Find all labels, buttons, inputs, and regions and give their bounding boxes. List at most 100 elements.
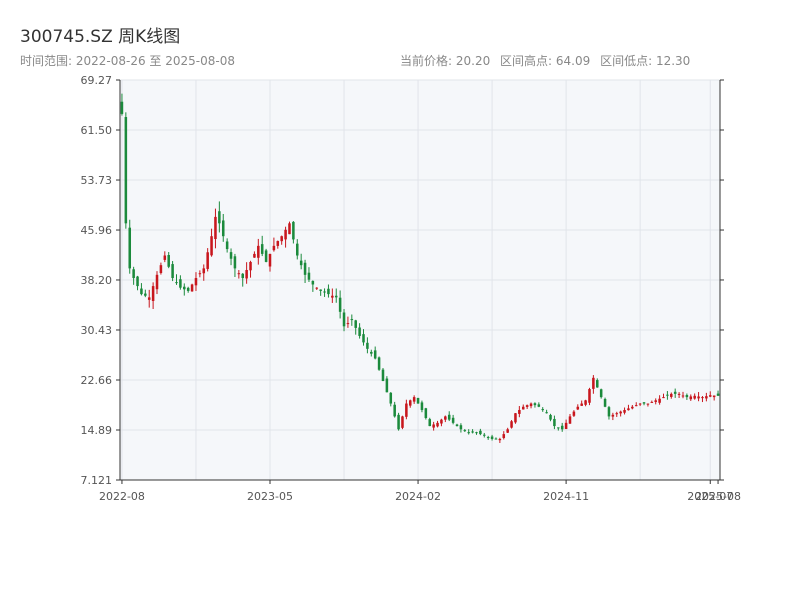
- candle-body: [385, 378, 389, 393]
- candle: [708, 391, 712, 398]
- candle-body: [159, 265, 163, 274]
- candle-body: [323, 291, 326, 293]
- candle-body: [576, 406, 580, 410]
- candle: [596, 378, 599, 388]
- candle: [638, 403, 642, 406]
- candle-body: [366, 342, 369, 349]
- candle-body: [424, 408, 428, 419]
- candle: [214, 208, 217, 249]
- candle: [315, 287, 319, 291]
- range-high: 区间高点: 64.09: [500, 54, 591, 68]
- stats-bar: 当前价格: 20.20 区间高点: 64.09 区间低点: 12.30: [400, 52, 696, 69]
- candle-body: [249, 261, 252, 271]
- x-tick-label: 2024-02: [395, 490, 441, 503]
- candle-body: [183, 286, 186, 290]
- candle: [475, 431, 478, 435]
- candle-body: [451, 417, 455, 423]
- candle-body: [615, 413, 619, 415]
- candle-body: [662, 397, 665, 399]
- candle-body: [358, 327, 361, 336]
- candle: [467, 429, 470, 435]
- y-tick-label: 38.20: [81, 274, 113, 287]
- candle-body: [288, 223, 291, 235]
- candle: [303, 259, 307, 283]
- candle: [646, 403, 650, 407]
- candle: [350, 314, 354, 326]
- candle-body: [475, 432, 478, 434]
- candle-body: [650, 401, 654, 403]
- candle: [677, 392, 681, 398]
- candle: [147, 289, 151, 308]
- candle-body: [397, 414, 400, 430]
- candle-body: [221, 220, 225, 237]
- candle-body: [292, 221, 295, 240]
- candle: [650, 400, 654, 403]
- candle: [463, 428, 467, 432]
- candle: [486, 435, 490, 440]
- candle-body: [545, 412, 548, 414]
- y-tick-label: 22.66: [81, 374, 113, 387]
- candle: [424, 407, 428, 420]
- candle: [557, 427, 560, 431]
- candle-body: [697, 396, 700, 399]
- candle: [545, 409, 548, 414]
- y-tick-label: 45.96: [81, 224, 113, 237]
- x-tick-label: 2025-07: [687, 490, 733, 503]
- candle: [272, 237, 276, 252]
- candle: [257, 238, 260, 265]
- candle: [186, 286, 190, 293]
- candle-body: [510, 421, 513, 428]
- x-tick-label: 2024-11: [543, 490, 589, 503]
- candle-body: [163, 255, 167, 260]
- candle-body: [670, 393, 673, 397]
- candle: [334, 288, 338, 303]
- y-tick-label: 69.27: [81, 74, 113, 87]
- candle-body: [572, 411, 576, 416]
- candle-body: [334, 295, 338, 298]
- candle-body: [151, 286, 155, 301]
- candle-body: [436, 422, 439, 427]
- candle: [685, 393, 689, 400]
- candle-body: [658, 398, 661, 403]
- candle-body: [253, 253, 256, 258]
- candle-body: [596, 380, 599, 388]
- candle-body: [405, 403, 408, 417]
- candle-body: [432, 424, 435, 428]
- candle: [564, 419, 568, 430]
- candle: [264, 248, 268, 263]
- candle-body: [373, 350, 377, 359]
- candle: [175, 274, 178, 285]
- candle-body: [521, 406, 525, 410]
- candle-body: [580, 403, 583, 406]
- candle: [529, 402, 533, 409]
- candle-body: [140, 288, 143, 295]
- candle: [603, 397, 607, 408]
- candle-body: [506, 429, 509, 433]
- candle: [455, 423, 459, 427]
- candle-body: [420, 402, 424, 410]
- candle-body: [214, 216, 217, 240]
- candle: [615, 411, 619, 417]
- candle-body: [584, 400, 587, 405]
- candle-body: [377, 357, 381, 370]
- candle: [689, 394, 693, 401]
- candle: [634, 402, 638, 407]
- candle: [502, 431, 506, 440]
- candle: [584, 399, 587, 407]
- candle: [611, 412, 615, 421]
- candle: [276, 240, 280, 249]
- candle: [483, 432, 486, 438]
- candle: [237, 270, 241, 279]
- candle: [210, 228, 213, 257]
- candle: [670, 392, 673, 399]
- candle-body: [666, 394, 669, 396]
- y-tick-label: 30.43: [81, 324, 113, 337]
- candle: [381, 367, 385, 382]
- x-tick-label: 2023-05: [247, 490, 293, 503]
- candle-body: [716, 393, 720, 396]
- candle: [498, 437, 502, 443]
- candle: [366, 337, 369, 354]
- candle: [206, 248, 209, 272]
- candle-body: [681, 395, 685, 397]
- candle: [202, 264, 206, 281]
